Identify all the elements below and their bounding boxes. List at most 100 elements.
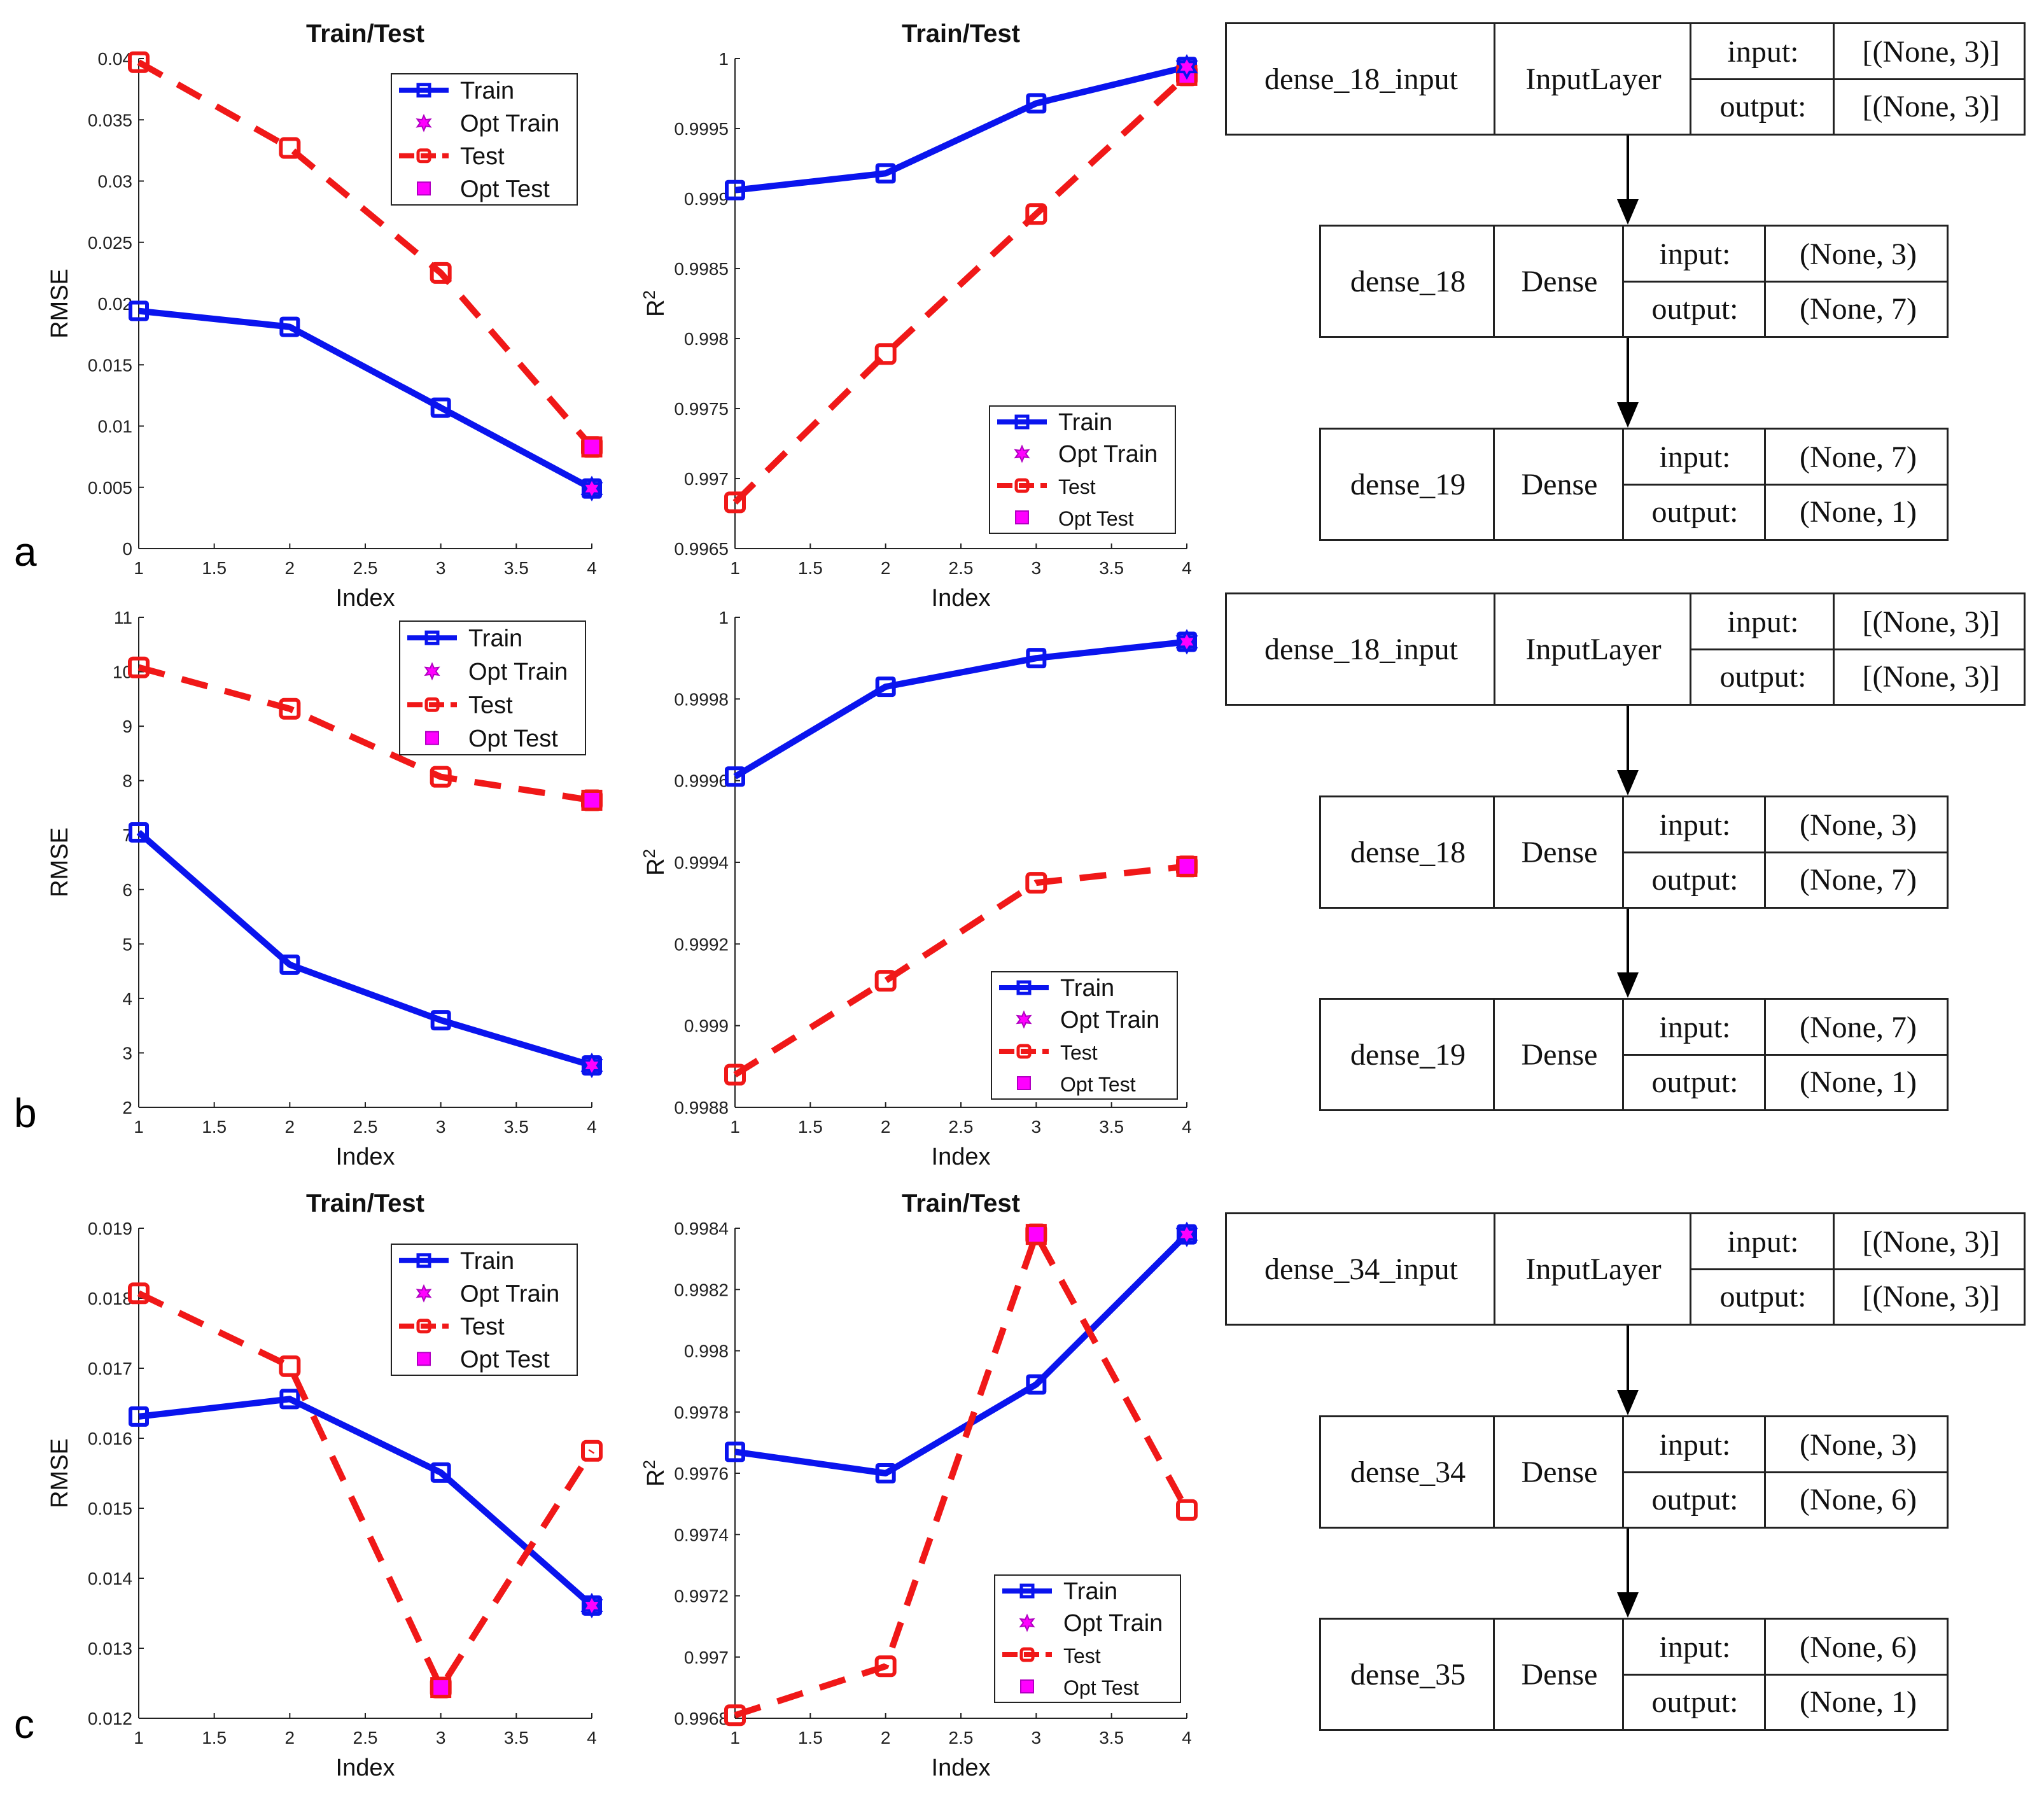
y-tick-label: 4 (122, 989, 132, 1009)
x-axis-label: Index (336, 1755, 395, 1781)
y-tick-label: 5 (122, 934, 132, 954)
data-point-test (279, 137, 301, 159)
layer-name: dense_18 (1350, 835, 1466, 869)
connector-arrow (1627, 909, 1629, 974)
y-tick-label: 0.04 (98, 49, 133, 69)
cell-divider (1764, 227, 1766, 336)
input-label: input: (1727, 1224, 1799, 1259)
cell-divider (1493, 227, 1495, 336)
chart-legend: Train Opt Train Test Opt Test (399, 620, 586, 755)
chart-c-rmse: 1 1.5 2 2.5 3 3.5 4 0.012 0.013 0.014 0.015 0.016 0.… (46, 1189, 603, 1781)
x-tick-label: 3.5 (504, 558, 529, 578)
data-point-train (129, 1406, 149, 1427)
legend-marker-test (1014, 478, 1030, 493)
x-tick-label: 2.5 (949, 1728, 974, 1748)
cell-divider (1833, 594, 1835, 704)
data-point-test (874, 343, 897, 365)
layer-type: Dense (1521, 264, 1598, 298)
legend-label: Opt Test (460, 176, 550, 202)
series-line-train (734, 1232, 1189, 1476)
row-divider (1690, 648, 2026, 650)
x-tick-label: 3.5 (1099, 1117, 1124, 1137)
x-tick-label: 3 (1032, 1117, 1042, 1137)
chart-title: Train/Test (902, 20, 1020, 48)
chart-c-r2: 1 1.5 2 2.5 3 3.5 4 0.9968 0.997 0.9972 0.9974 0.99… (640, 1189, 1198, 1781)
data-point-train (1026, 648, 1047, 669)
dense-layer-2-box: dense_19 Dense input: output: (None, 7) (None… (1319, 998, 1949, 1111)
y-tick-label: 8 (122, 771, 132, 791)
legend-marker-opt-test (1020, 1679, 1034, 1693)
chart-title: Train/Test (902, 1189, 1020, 1217)
legend-marker-opt-train (416, 1284, 432, 1303)
layer-name: dense_34_input (1264, 1252, 1458, 1286)
input-label: input: (1659, 808, 1731, 842)
input-label: input: (1659, 440, 1731, 474)
cell-divider (1494, 594, 1495, 704)
legend-label: Train (1063, 1578, 1117, 1605)
x-tick-label: 1.5 (202, 1117, 227, 1137)
output-label: output: (1719, 659, 1807, 694)
x-tick-label: 3 (436, 558, 446, 578)
output-shape: (None, 7) (1800, 291, 1917, 326)
data-point-test (1176, 1499, 1198, 1521)
legend-label: Test (460, 1314, 505, 1340)
x-axis-label: Index (336, 1144, 395, 1170)
output-shape: (None, 1) (1800, 494, 1917, 529)
arrow-head-icon (1617, 199, 1639, 225)
legend-label: Train (468, 625, 522, 652)
data-point-train (430, 1010, 451, 1031)
legend-marker-opt-train (416, 113, 432, 132)
x-tick-label: 2 (285, 1728, 295, 1748)
legend-marker-train (1014, 414, 1030, 430)
y-tick-label: 2 (122, 1098, 132, 1118)
x-tick-label: 1.5 (798, 558, 823, 578)
data-point-train (875, 163, 896, 184)
data-point-train (875, 676, 896, 697)
data-point-train (129, 300, 149, 321)
opt-train-marker (580, 1592, 603, 1619)
x-axis-label: Index (932, 1755, 991, 1781)
input-shape: (None, 3) (1800, 808, 1917, 842)
input-shape: [(None, 3)] (1862, 605, 2000, 639)
y-tick-label: 0.015 (88, 1499, 132, 1518)
cell-divider (1493, 797, 1495, 907)
panel-label-c: c (14, 1701, 34, 1747)
legend-marker-opt-train (1014, 444, 1030, 463)
output-shape: [(None, 3)] (1862, 659, 2000, 694)
y-tick-label: 0.9976 (674, 1464, 729, 1483)
output-label: output: (1651, 291, 1739, 326)
y-tick-label: 0.9982 (674, 1280, 729, 1300)
cell-divider (1764, 430, 1766, 539)
x-tick-label: 2.5 (353, 1728, 378, 1748)
series-line-test (137, 59, 594, 449)
input-shape: (None, 7) (1800, 1010, 1917, 1044)
x-tick-label: 3 (436, 1728, 446, 1748)
y-tick-label: 11 (114, 608, 132, 627)
connector-arrow (1627, 706, 1629, 771)
x-tick-label: 4 (587, 1117, 597, 1137)
y-tick-label: 0.9978 (674, 1403, 729, 1422)
y-tick-label: 0.035 (88, 110, 132, 130)
layer-type: Dense (1521, 835, 1598, 869)
data-point-train (725, 179, 745, 200)
opt-train-marker (580, 475, 603, 501)
chart-legend: Train Opt Train Test Opt Test (989, 405, 1176, 534)
y-tick-label: 6 (122, 880, 132, 900)
dense-layer-2-box: dense_35 Dense input: output: (None, 6) (None… (1319, 1618, 1949, 1731)
output-label: output: (1651, 1065, 1739, 1099)
cell-divider (1494, 24, 1495, 134)
output-label: output: (1651, 1685, 1739, 1719)
dense-layer-2-box: dense_19 Dense input: output: (None, 7) (None… (1319, 428, 1949, 541)
legend-label: Opt Test (460, 1346, 550, 1373)
input-label: input: (1659, 1427, 1731, 1462)
cell-divider (1764, 1000, 1766, 1109)
y-tick-label: 0.015 (88, 355, 132, 375)
row-divider (1690, 78, 2026, 80)
input-layer-box: dense_18_input InputLayer input: output: [(N… (1225, 22, 2026, 136)
input-label: input: (1727, 605, 1799, 639)
x-tick-label: 2.5 (949, 1117, 974, 1137)
layer-type: InputLayer (1525, 632, 1662, 666)
y-tick-label: 0.9992 (674, 934, 729, 954)
y-tick-label: 0.9965 (674, 539, 729, 559)
